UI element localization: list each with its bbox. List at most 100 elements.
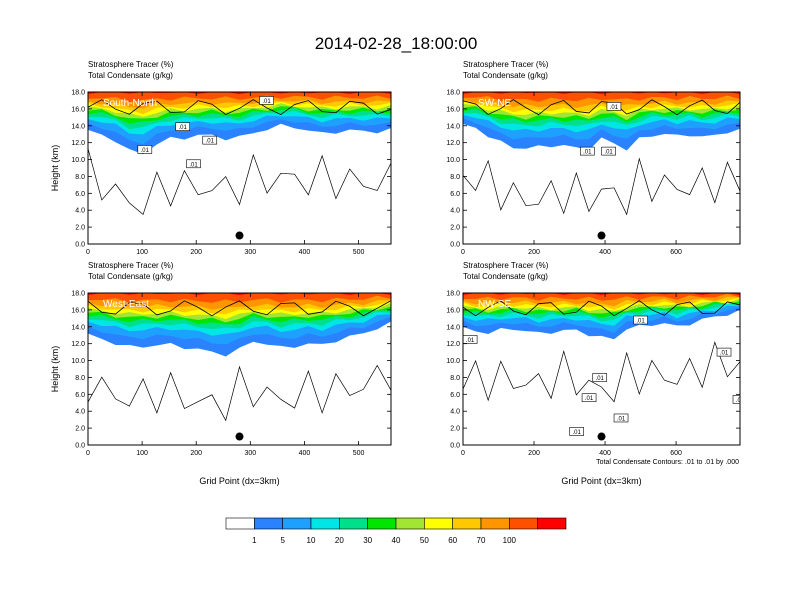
contour-label-box — [137, 145, 153, 154]
colorbar-label: 50 — [420, 536, 429, 545]
contour-label-box — [569, 427, 584, 436]
plot-frame — [87, 292, 392, 446]
x-tick-label: 0 — [86, 249, 90, 256]
colorbar-swatch — [424, 517, 453, 530]
y-axis-label: Height (km) — [50, 346, 60, 393]
field-label: Stratosphere Tracer (%) — [463, 261, 549, 270]
contour-label-text: .01 — [583, 150, 592, 156]
y-tick-label: 18.0 — [71, 291, 85, 298]
x-tick-label: 400 — [599, 249, 611, 256]
y-tick-label: 10.0 — [71, 157, 85, 164]
contour-label-text: .01 — [179, 125, 188, 131]
x-tick-label: 100 — [136, 249, 148, 256]
colorbar-swatch — [225, 517, 255, 530]
contour-label-text: .01 — [466, 338, 475, 344]
x-tick-label: 0 — [461, 249, 465, 256]
contour-label: .01 — [202, 135, 218, 145]
colorbar-swatch — [339, 517, 368, 530]
figure-title: 2014-02-28_18:00:00 — [315, 34, 478, 53]
colorbar-swatch — [282, 517, 312, 530]
colorbar-label: 5 — [280, 536, 285, 545]
x-tick-label: 400 — [599, 450, 611, 457]
colorbar-swatch — [452, 517, 482, 530]
y-tick-label: 6.0 — [75, 392, 85, 399]
x-tick-label: 500 — [353, 450, 365, 457]
y-tick-label: 2.0 — [450, 225, 460, 232]
contour-label-text: .01 — [604, 150, 613, 156]
location-marker — [597, 231, 606, 240]
contour-label: .01 — [581, 393, 597, 402]
y-tick-label: 10.0 — [446, 157, 460, 164]
y-tick-label: 14.0 — [446, 123, 460, 130]
contour-label-text: .01 — [720, 351, 729, 357]
condensate-contour-lower — [463, 341, 740, 403]
tracer-band-10 — [463, 92, 740, 102]
y-tick-label: 0.0 — [450, 443, 460, 450]
y-tick-label: 0.0 — [75, 443, 85, 450]
contour-label-text: .01 — [572, 430, 581, 436]
y-tick-label: 12.0 — [71, 140, 85, 147]
colorbar-label: 20 — [335, 536, 344, 545]
x-tick-label: 300 — [244, 450, 256, 457]
contour-label-text: .01 — [736, 398, 745, 404]
x-tick-label: 300 — [244, 249, 256, 256]
y-tick-label: 10.0 — [71, 358, 85, 365]
tracer-band-11 — [88, 293, 391, 296]
contour-label: .01 — [579, 146, 595, 156]
y-tick-label: 16.0 — [446, 106, 460, 113]
contour-label: .01 — [633, 315, 648, 325]
y-tick-label: 2.0 — [75, 426, 85, 433]
tracer-band-10 — [88, 92, 391, 103]
contour-label-text: .01 — [206, 139, 215, 145]
y-tick-label: 12.0 — [446, 140, 460, 147]
contour-label-box — [175, 122, 190, 131]
y-tick-label: 2.0 — [75, 225, 85, 232]
plot-area: .01 .01 .01 .01 .01 .01 .01 .01 — [463, 293, 745, 445]
y-tick-label: 4.0 — [75, 409, 85, 416]
colorbar-label: 100 — [503, 536, 517, 545]
panel-sw-ne: .01 .01 .01 SW-NE Stratosphere Tracer (%) Tot… — [446, 60, 741, 256]
y-tick-label: 2.0 — [450, 426, 460, 433]
condensate-contour-upper — [88, 300, 391, 317]
x-tick-label: 200 — [190, 450, 202, 457]
x-tick-label: 600 — [670, 249, 682, 256]
contour-label: .01 — [606, 102, 622, 111]
x-tick-label: 200 — [190, 249, 202, 256]
y-tick-label: 8.0 — [450, 174, 460, 181]
colorbar-swatch — [537, 517, 567, 530]
overlay-label: Total Condensate (g/kg) — [463, 71, 548, 80]
contour-label-box — [613, 413, 629, 423]
contour-label-box — [202, 135, 218, 145]
footnote: Total Condensate Contours: .01 to .01 by… — [596, 459, 739, 466]
contour-label-box — [186, 159, 201, 169]
contour-label-text: .01 — [636, 319, 645, 325]
panel-label: West-East — [103, 299, 149, 310]
colorbar-label: 70 — [477, 536, 486, 545]
contour-label: .01 — [463, 335, 478, 344]
y-tick-label: 8.0 — [75, 174, 85, 181]
x-tick-label: 400 — [299, 450, 311, 457]
colorbar-label: 60 — [448, 536, 457, 545]
contour-label: .01 — [592, 373, 608, 382]
panel-nw-se: .01 .01 .01 .01 .01 .01 .01 .01 NW-SE Stratospher… — [446, 261, 745, 486]
x-axis-label: Grid Point (dx=3km) — [561, 476, 641, 486]
overlay-label: Total Condensate (g/kg) — [463, 272, 548, 281]
plot-frame — [462, 91, 741, 245]
x-axis-label: Grid Point (dx=3km) — [199, 476, 279, 486]
y-tick-label: 4.0 — [450, 208, 460, 215]
contour-label-text: .01 — [617, 416, 626, 422]
y-tick-label: 0.0 — [75, 242, 85, 249]
colorbar-swatch — [310, 517, 340, 530]
contour-label-box — [633, 315, 648, 325]
tracer-band-10 — [463, 293, 740, 301]
colorbar-swatch — [395, 517, 425, 530]
panel-south-north: .01 .01 .01 .01 .01 South-North Stratosphere T… — [50, 60, 392, 256]
contour-label: .01 — [601, 146, 616, 156]
contour-label-box — [259, 96, 274, 105]
plot-area: .01 .01 .01 .01 .01 — [88, 92, 391, 244]
tracer-band-11 — [463, 92, 740, 95]
tracer-band-11 — [463, 293, 740, 296]
contour-label-text: .01 — [189, 162, 198, 168]
contour-label-box — [601, 146, 616, 156]
condensate-contour-lower — [88, 364, 391, 422]
